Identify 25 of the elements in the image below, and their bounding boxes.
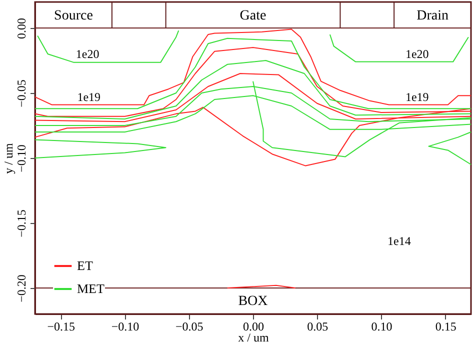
x-tick-label: 0.15 xyxy=(435,320,456,334)
y-tick-label: −0.10 xyxy=(14,144,28,172)
x-tick-label: 0.05 xyxy=(307,320,328,334)
y-tick-label: −0.05 xyxy=(14,80,28,108)
annotation: 1e20 xyxy=(405,47,429,61)
annotation: 1e19 xyxy=(77,90,101,104)
y-tick-label: 0.00 xyxy=(14,18,28,39)
x-axis-title: x / um xyxy=(238,330,270,344)
annotation: Drain xyxy=(416,8,448,24)
x-tick-label: 0.00 xyxy=(243,320,264,334)
legend-label: MET xyxy=(77,281,104,296)
annotation: BOX xyxy=(238,294,268,309)
annotation: Gate xyxy=(240,8,266,24)
y-tick-label: −0.20 xyxy=(14,274,28,302)
legend-label: ET xyxy=(77,258,93,273)
annotation: 1e14 xyxy=(388,234,411,248)
annotation: Source xyxy=(54,8,93,24)
y-axis-title: y / um xyxy=(2,142,16,174)
x-tick-label: −0.10 xyxy=(111,320,140,334)
x-tick-label: −0.15 xyxy=(47,320,76,334)
annotation: 1e19 xyxy=(405,90,429,104)
annotation: 1e20 xyxy=(76,47,100,61)
y-tick-label: −0.15 xyxy=(14,210,28,238)
x-tick-label: 0.10 xyxy=(371,320,392,334)
x-tick-label: −0.05 xyxy=(175,320,204,334)
